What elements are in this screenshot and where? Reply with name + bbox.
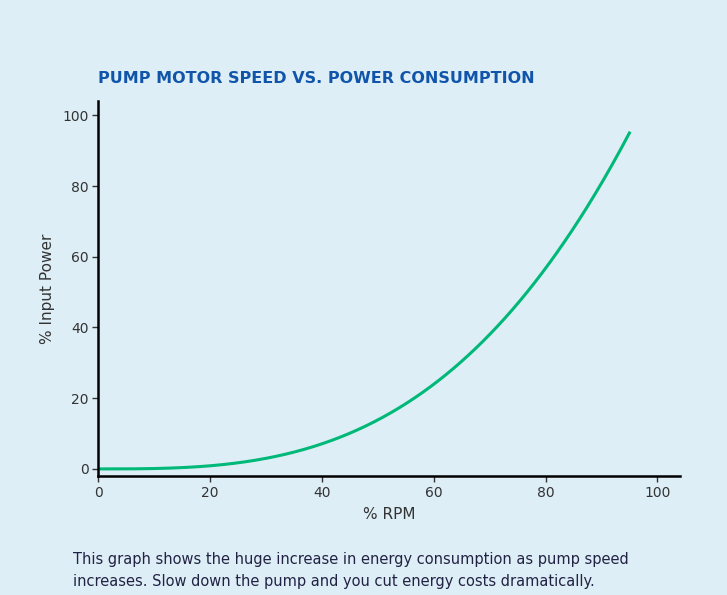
Text: PUMP MOTOR SPEED VS. POWER CONSUMPTION: PUMP MOTOR SPEED VS. POWER CONSUMPTION <box>98 71 535 86</box>
X-axis label: % RPM: % RPM <box>363 507 415 522</box>
Text: This graph shows the huge increase in energy consumption as pump speed
increases: This graph shows the huge increase in en… <box>73 552 628 589</box>
Y-axis label: % Input Power: % Input Power <box>40 233 55 344</box>
